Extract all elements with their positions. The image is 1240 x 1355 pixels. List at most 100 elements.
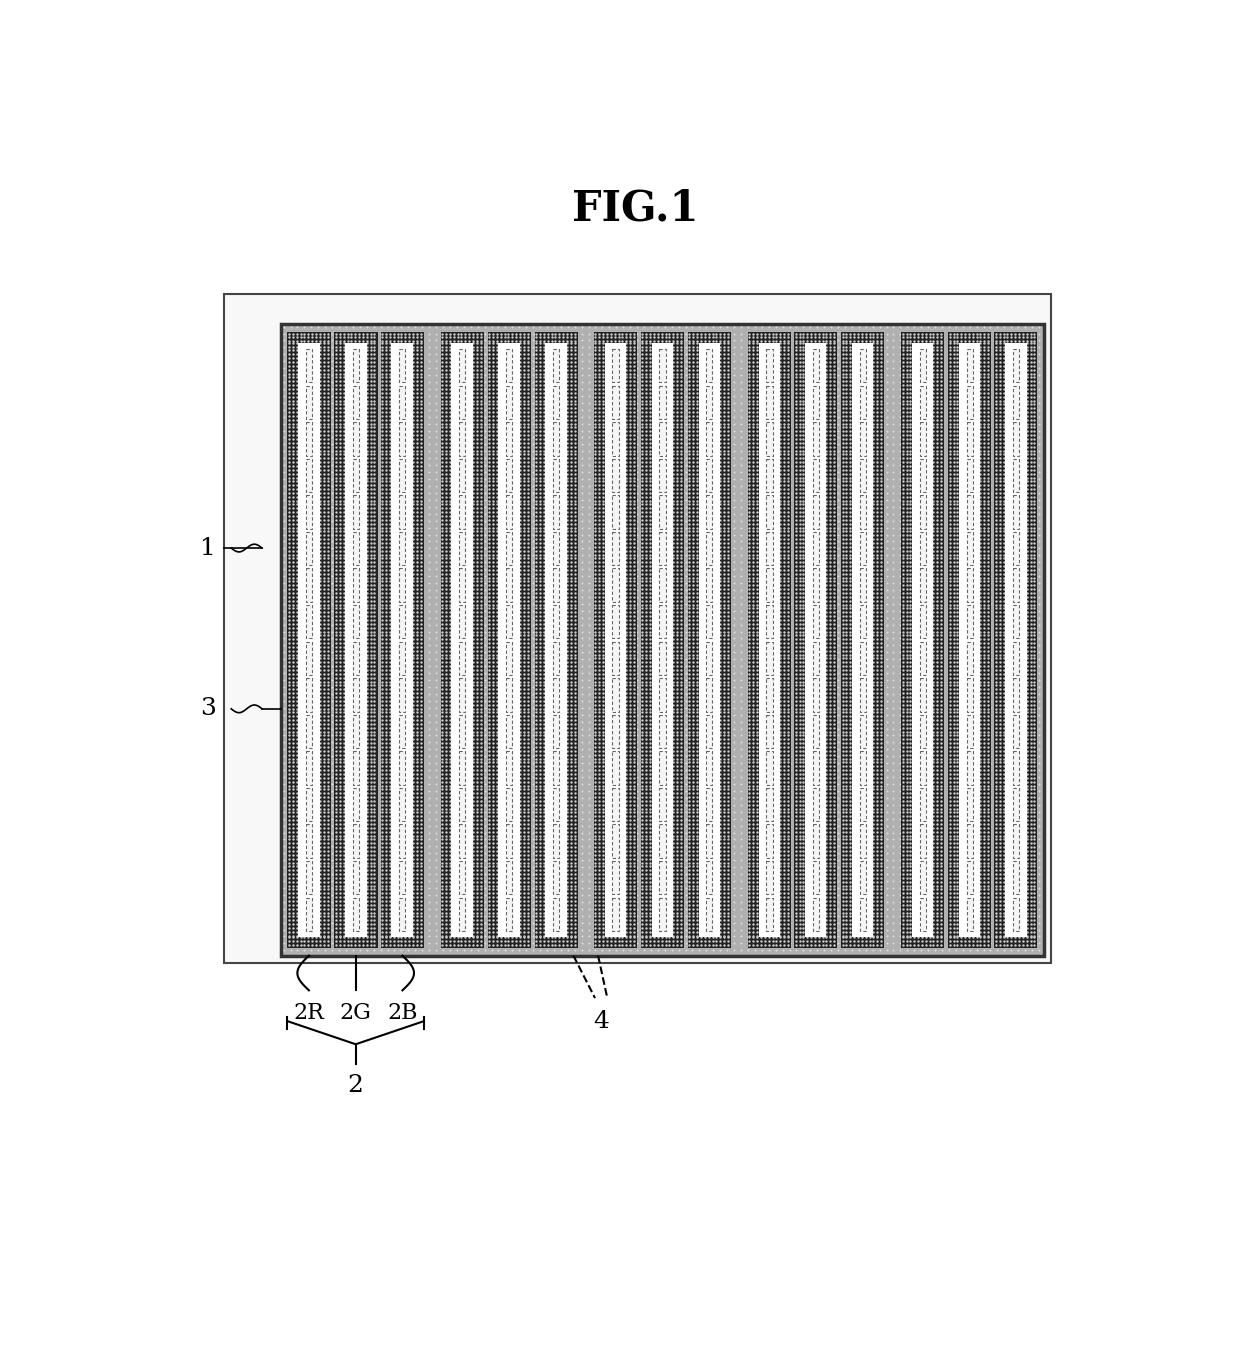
Point [510,829,529,851]
Point [531,587,551,608]
Point [732,358,751,379]
Point [655,627,675,649]
Point [523,711,543,733]
Point [877,364,897,386]
Point [274,413,294,435]
Point [1022,843,1042,864]
Point [759,593,779,615]
Point [322,316,342,337]
Point [745,829,765,851]
Point [745,392,765,413]
Point [738,669,758,691]
Point [301,732,321,753]
Point [446,531,466,553]
Point [350,454,370,476]
Point [606,572,626,593]
Point [745,656,765,678]
Point [371,503,391,524]
Point [392,420,412,442]
Point [288,579,308,600]
Point [537,766,557,787]
Point [475,593,495,615]
Bar [353,714,360,748]
Point [280,634,300,656]
Point [898,509,918,531]
Point [398,676,418,698]
Point [849,398,869,420]
Point [627,641,647,663]
Point [981,752,1001,774]
Point [717,696,737,718]
Point [405,732,425,753]
Point [711,850,730,871]
Point [773,378,792,400]
Point [773,545,792,566]
Point [510,898,529,920]
Point [398,371,418,393]
Point [496,406,516,428]
Point [357,336,377,358]
Point [732,600,751,622]
Point [800,593,820,615]
Point [392,718,412,740]
Point [510,843,529,864]
Point [745,856,765,878]
Point [336,565,356,587]
Point [350,759,370,780]
Point [301,489,321,511]
Point [918,932,937,954]
Point [821,676,841,698]
Point [773,634,792,656]
Point [572,503,591,524]
Point [780,843,800,864]
Point [911,725,931,747]
Point [904,489,924,511]
Point [378,607,398,629]
Bar [967,423,972,455]
Point [939,829,959,851]
Point [911,420,931,442]
Point [627,538,647,560]
Point [309,850,329,871]
Point [384,932,404,954]
Point [711,696,730,718]
Point [738,932,758,954]
Point [911,703,931,725]
Point [446,627,466,649]
Point [939,732,959,753]
Point [537,322,557,344]
Point [759,821,779,843]
Point [703,614,723,635]
Point [939,614,959,635]
Point [911,329,931,351]
Point [350,434,370,455]
Point [537,413,557,435]
Point [925,434,945,455]
Point [655,406,675,428]
Point [869,398,889,420]
Point [329,863,348,885]
Point [398,669,418,691]
Point [815,565,835,587]
Point [502,427,522,449]
Point [668,836,688,858]
Point [343,489,363,511]
Point [614,856,634,878]
Point [682,939,702,961]
Point [835,503,854,524]
Point [967,406,987,428]
Point [987,427,1007,449]
Point [981,496,1001,518]
Point [890,440,910,462]
Point [717,358,737,379]
Point [523,440,543,462]
Point [807,579,827,600]
Point [363,774,383,795]
Point [911,925,931,947]
Point [427,593,446,615]
Point [558,877,578,898]
Point [925,621,945,642]
Point [766,358,786,379]
Point [510,461,529,482]
Point [599,794,619,816]
